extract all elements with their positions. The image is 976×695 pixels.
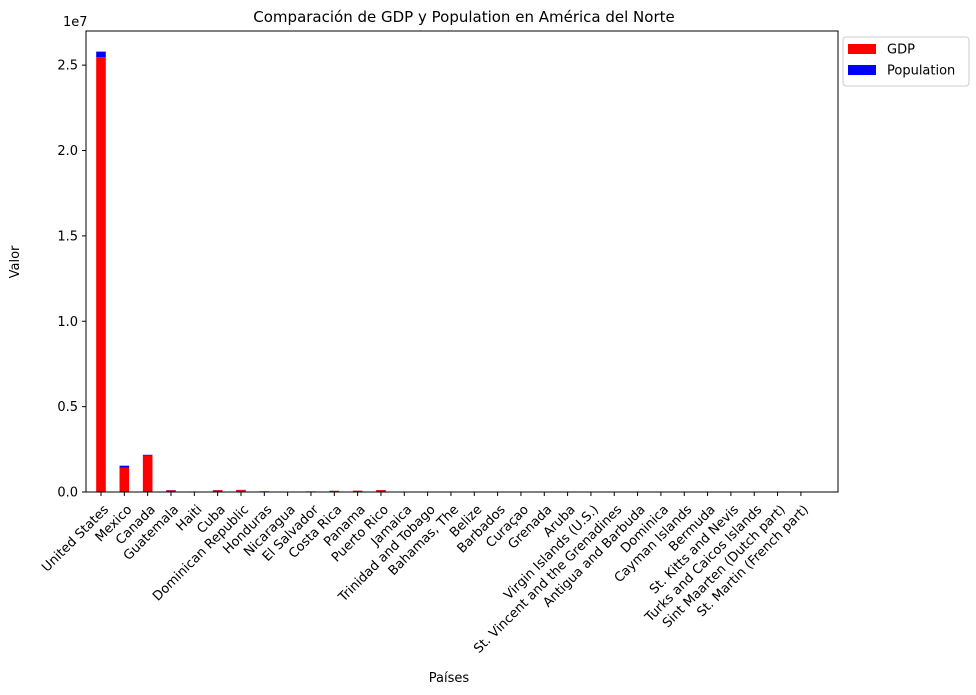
axes	[85, 30, 839, 493]
bar-population	[119, 465, 130, 468]
legend-swatch	[848, 65, 876, 75]
y-tick-label: 2.0	[57, 144, 78, 159]
y-tick-label: 0.5	[57, 400, 78, 415]
y-tick-label: 0.0	[57, 486, 78, 501]
y-multiplier-label: 1e7	[63, 15, 88, 30]
chart-title: Comparación de GDP y Population en Améri…	[253, 8, 674, 26]
plot-frame	[85, 30, 839, 493]
y-tick-label: 2.5	[57, 59, 78, 74]
bar-gdp	[329, 490, 340, 492]
y-tick-label: 1.0	[57, 315, 78, 330]
legend-label: GDP	[887, 43, 915, 58]
legend-label: Population	[887, 64, 955, 79]
bar-gdp	[119, 467, 130, 492]
legend-swatch	[848, 44, 876, 54]
bar-gdp	[352, 490, 363, 492]
legend: GDP Population	[842, 36, 970, 87]
y-axis-label: Valor	[8, 245, 23, 278]
bar-population	[96, 51, 106, 58]
bar-gdp	[96, 57, 106, 493]
bar-gdp	[376, 490, 386, 492]
bar-population	[142, 454, 153, 456]
bar-gdp	[236, 490, 246, 492]
y-tick-label: 1.5	[57, 229, 78, 244]
bars	[96, 51, 806, 493]
bar-gdp	[212, 490, 223, 492]
bar-gdp	[142, 455, 153, 492]
bar-gdp	[166, 490, 176, 492]
x-axis-label: Países	[429, 671, 470, 686]
